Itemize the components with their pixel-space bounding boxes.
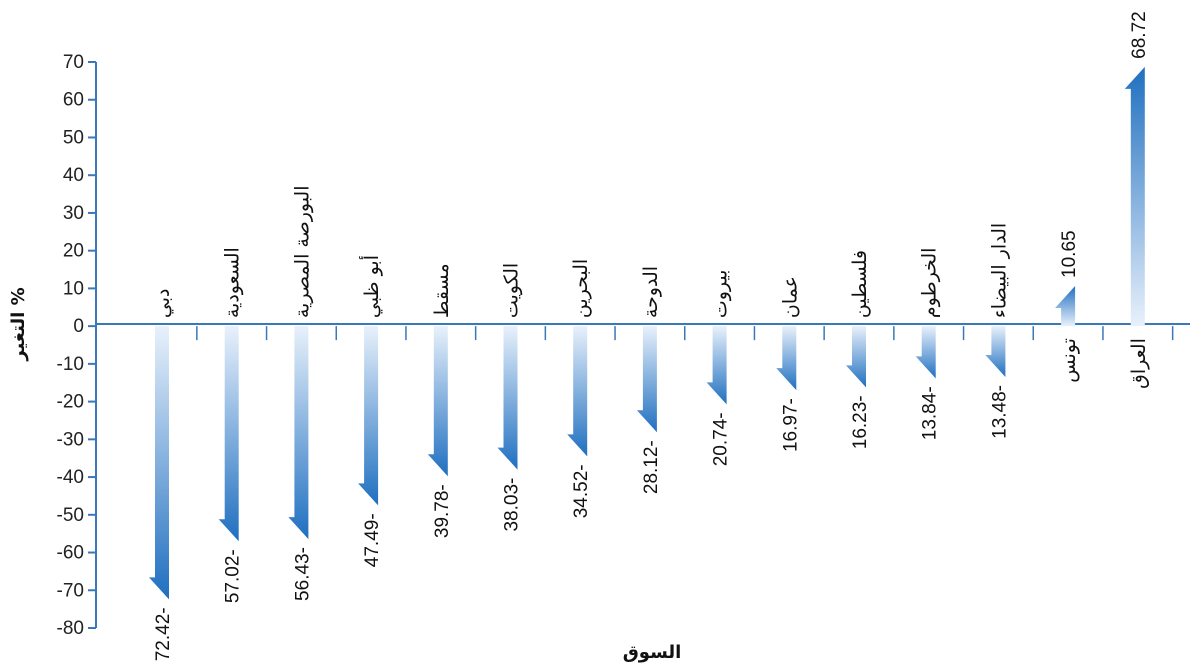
category-label: السعودية — [222, 247, 244, 318]
y-tick-label: -60 — [57, 543, 84, 564]
value-label: 57.02- — [223, 549, 244, 603]
value-label: 13.84- — [920, 386, 941, 440]
value-label: 16.23- — [850, 395, 871, 449]
category-label: عمان — [779, 276, 801, 318]
y-tick-label: -40 — [57, 467, 84, 488]
bar — [776, 326, 797, 391]
y-tick-label: 70 — [63, 52, 84, 73]
value-label: 47.49- — [362, 513, 383, 567]
category-label: البورصة المصرية — [291, 185, 313, 318]
category-label: فلسطين — [849, 250, 871, 318]
y-tick-label: -10 — [57, 354, 84, 375]
value-label: 28.12- — [641, 440, 662, 494]
bar — [288, 326, 309, 540]
bar — [497, 326, 518, 470]
value-label: 38.03- — [502, 478, 523, 532]
bar — [1055, 285, 1076, 327]
y-tick-label: -50 — [57, 505, 84, 526]
value-label: 72.42- — [153, 607, 174, 661]
bar — [218, 326, 239, 542]
y-tick-label: -20 — [57, 392, 84, 413]
category-label: تونس — [1058, 338, 1080, 383]
y-tick-label: 60 — [63, 90, 84, 111]
category-label: الدوحة — [640, 266, 662, 318]
y-axis-label: التغير % — [8, 287, 29, 361]
value-label: 34.52- — [571, 464, 592, 518]
bar — [706, 326, 727, 405]
y-tick-label: 50 — [63, 127, 84, 148]
value-label: 13.48- — [989, 385, 1010, 439]
category-label: الكويت — [501, 263, 523, 318]
bar — [427, 326, 448, 477]
bar — [567, 326, 588, 457]
value-label: 10.65 — [1059, 230, 1080, 278]
y-tick-label: 40 — [63, 165, 84, 186]
category-label: أبو ظبي — [359, 255, 383, 318]
y-tick-label: -80 — [57, 618, 84, 639]
y-tick-label: 0 — [73, 316, 84, 337]
bar — [358, 326, 379, 506]
category-label: العراق — [1128, 338, 1150, 389]
category-label: الدار البيضاء — [988, 223, 1010, 318]
bar — [636, 326, 657, 433]
bar — [985, 326, 1006, 377]
category-label: البحرين — [570, 259, 592, 318]
x-axis-label: السوق — [623, 642, 682, 663]
value-label: 39.78- — [432, 484, 453, 538]
category-label: الخرطوم — [919, 248, 941, 319]
category-labels: دبي السعودية البورصة المصرية أبو ظبي مسقط الك… — [152, 185, 1150, 388]
value-label: 20.74- — [711, 412, 732, 466]
y-tick-label: 30 — [63, 203, 84, 224]
bars — [149, 66, 1174, 600]
category-label: مسقط — [431, 263, 453, 318]
bar — [915, 326, 936, 379]
bar — [149, 326, 169, 600]
value-label: 16.97- — [780, 398, 801, 452]
value-labels: 72.42- 57.02- 56.43- 47.49- 39.78- 38.03- 34.5… — [153, 11, 1150, 661]
category-label: دبي — [152, 289, 174, 319]
value-label: 56.43- — [292, 547, 313, 601]
y-tick-label: 10 — [63, 278, 84, 299]
y-axis-ticks: 70 60 50 40 30 20 10 0 -10 -20 -30 -40 -50 -60 -70 -80 — [57, 52, 96, 639]
y-tick-label: 20 — [63, 241, 84, 262]
category-label: بيروت — [710, 270, 732, 319]
bar — [846, 326, 866, 388]
value-label: 68.72 — [1129, 11, 1150, 59]
bar — [1124, 66, 1145, 327]
y-tick-label: -30 — [57, 429, 84, 450]
y-tick-label: -70 — [57, 580, 84, 601]
